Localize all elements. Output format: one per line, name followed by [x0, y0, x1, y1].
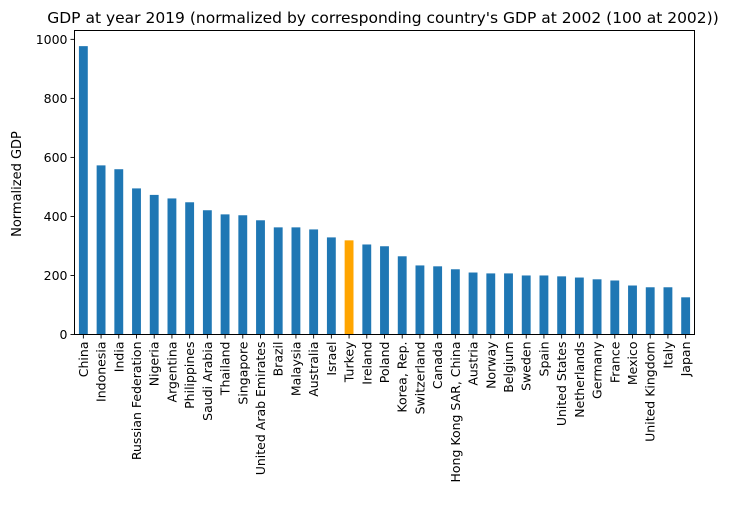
x-tick-label: Singapore [235, 341, 250, 404]
y-tick-label: 1000 [36, 32, 68, 47]
y-tick-label: 800 [44, 91, 68, 106]
x-tick-label: Australia [306, 342, 321, 397]
bar-sweden [521, 275, 531, 335]
bar-china [78, 46, 88, 335]
x-tick-label: Brazil [271, 342, 286, 377]
bar-india [114, 169, 124, 335]
x-tick-label: United Kingdom [643, 342, 658, 442]
x-tick-label: Saudi Arabia [200, 342, 215, 421]
bar-spain [539, 275, 549, 335]
bar-saudi-arabia [202, 210, 212, 335]
bar-netherlands [574, 277, 584, 335]
x-tick-label: Canada [430, 342, 445, 390]
y-tick-label: 0 [60, 327, 68, 342]
bar-japan [681, 297, 691, 335]
x-tick-label: Nigeria [147, 342, 162, 387]
x-tick-label: United Arab Emirates [253, 342, 268, 476]
y-tick-label: 600 [44, 150, 68, 165]
bar-thailand [220, 214, 230, 335]
x-tick-label: Spain [536, 342, 551, 377]
x-tick-label: Belgium [501, 342, 516, 393]
bar-switzerland [415, 265, 425, 335]
bar-belgium [504, 273, 513, 335]
bar-ireland [362, 244, 372, 335]
x-tick-label: Ireland [359, 342, 374, 385]
x-tick-label: Russian Federation [129, 342, 144, 461]
bar-united-states [557, 276, 567, 335]
bar-canada [433, 266, 443, 335]
bar-united-arab-emirates [256, 220, 265, 335]
bar-united-kingdom [645, 287, 655, 335]
bar-indonesia [96, 165, 106, 335]
x-tick-label: Indonesia [94, 342, 109, 402]
x-tick-label: Japan [678, 342, 693, 378]
x-tick-label: Israel [324, 342, 339, 376]
bar-australia [309, 229, 319, 335]
bar-poland [380, 246, 389, 335]
x-tick-label: Netherlands [572, 342, 587, 418]
y-axis-label: Normalized GDP [10, 131, 25, 237]
x-tick-label: Norway [483, 341, 498, 389]
plot-frame [74, 30, 695, 335]
x-tick-label: Austria [466, 342, 481, 386]
bar-nigeria [149, 194, 159, 335]
x-tick-label: Korea, Rep. [395, 342, 410, 413]
x-tick-label: Germany [590, 341, 605, 399]
x-tick-label: Thailand [218, 342, 233, 397]
x-tick-label: Poland [377, 342, 392, 384]
bar-malaysia [291, 227, 301, 335]
x-tick-label: China [76, 342, 91, 378]
x-tick-label: Turkey [342, 341, 357, 383]
bar-philippines [185, 202, 195, 335]
x-tick-label: Switzerland [412, 342, 427, 415]
bar-norway [486, 273, 496, 335]
x-tick-label: Italy [660, 341, 675, 369]
x-tick-label: Malaysia [288, 342, 303, 397]
x-tick-label: India [111, 342, 126, 373]
bar-mexico [628, 285, 637, 335]
bar-italy [663, 287, 673, 335]
y-tick-label: 200 [44, 268, 68, 283]
x-tick-label: United States [554, 342, 569, 427]
bar-germany [592, 279, 602, 335]
x-tick-label: France [607, 341, 622, 383]
bar-singapore [238, 215, 248, 335]
bar-turkey [344, 240, 354, 335]
x-tick-label: Philippines [182, 342, 197, 409]
bar-russian-federation [132, 188, 141, 335]
x-tick-label: Argentina [164, 342, 179, 403]
bar-austria [468, 272, 478, 335]
y-tick-label: 400 [44, 209, 68, 224]
bar-hong-kong-sar-china [450, 269, 460, 335]
x-tick-label: Sweden [519, 342, 534, 391]
chart-title: GDP at year 2019 (normalized by correspo… [47, 9, 719, 27]
bar-korea-rep- [397, 256, 407, 335]
bar-france [610, 280, 620, 335]
x-tick-label: Hong Kong SAR, China [448, 342, 463, 483]
bar-brazil [273, 227, 283, 335]
bar-israel [326, 237, 336, 335]
bar-argentina [167, 198, 177, 335]
x-tick-label: Mexico [625, 342, 640, 386]
